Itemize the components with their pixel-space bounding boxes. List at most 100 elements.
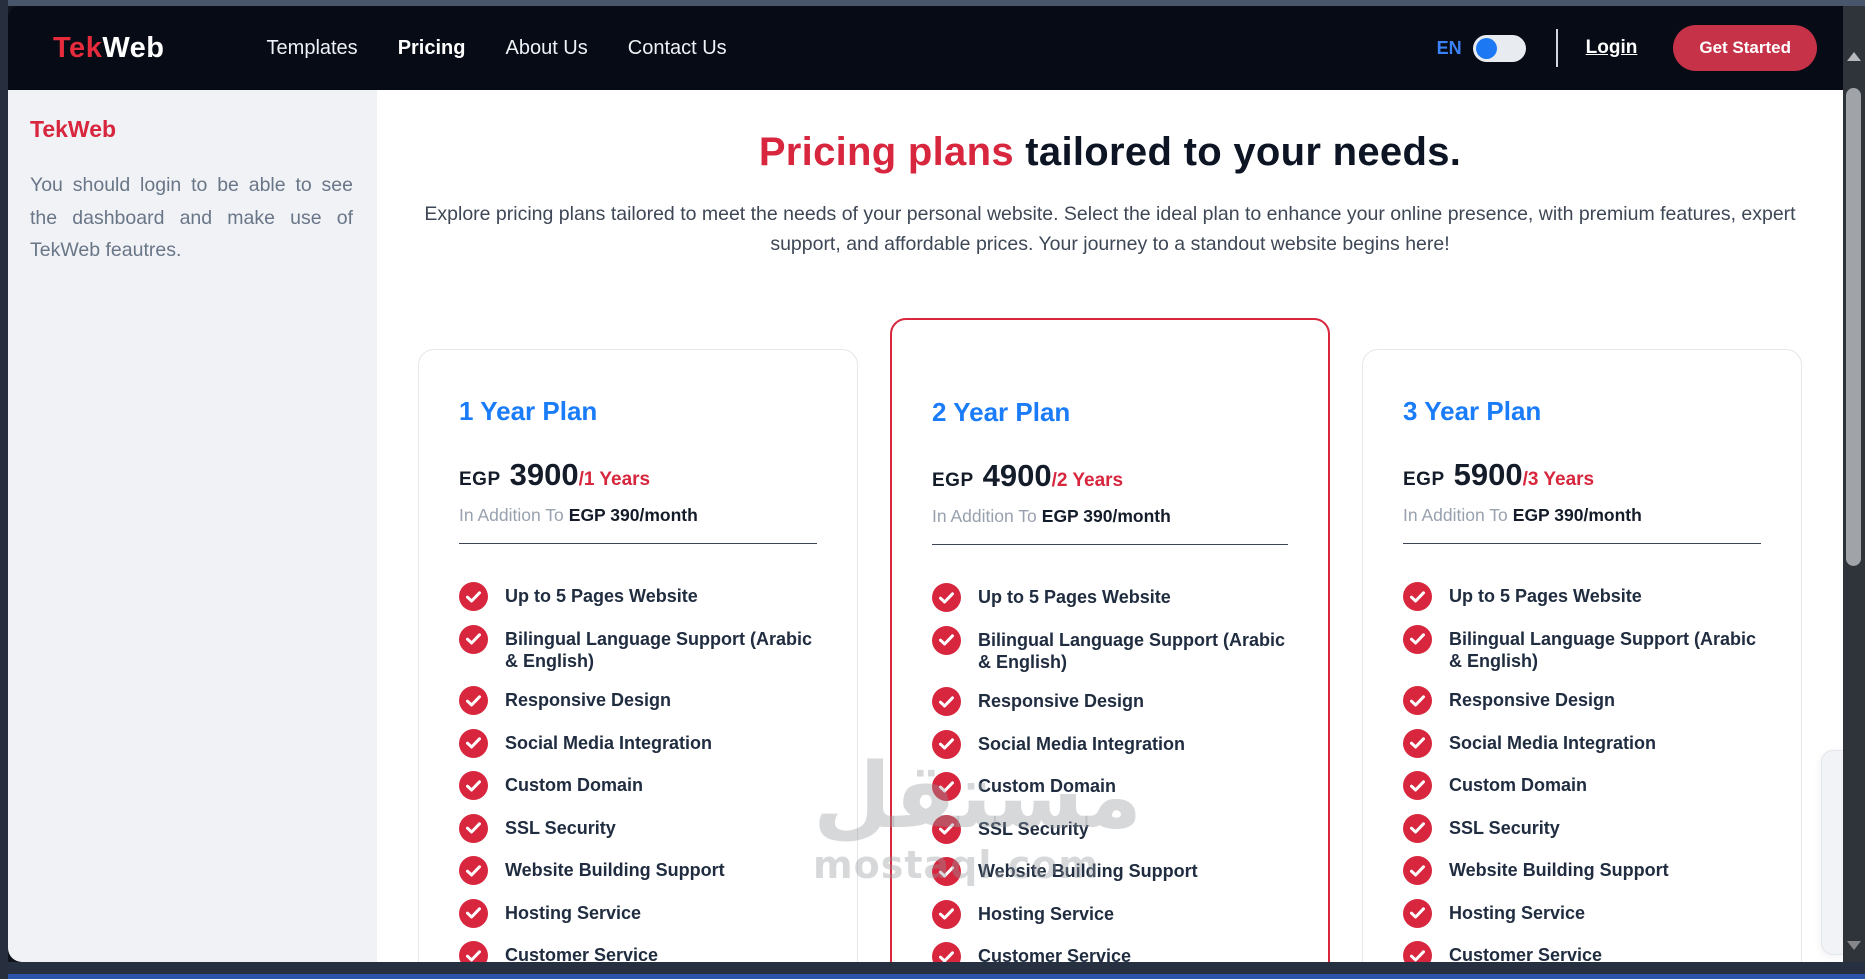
check-icon (459, 728, 488, 758)
plan-divider (932, 544, 1288, 546)
check-icon (932, 625, 961, 655)
plan-currency: EGP (1403, 469, 1445, 491)
plan-price-row: EGP 3900 /1 Years (459, 457, 817, 493)
check-icon (459, 582, 488, 612)
get-started-button[interactable]: Get Started (1673, 25, 1817, 71)
feature-label: Website Building Support (978, 861, 1198, 882)
feature-item: SSL Security (1403, 813, 1761, 843)
plan-addition-value: EGP 390/month (1041, 506, 1171, 527)
feature-item: Hosting Service (459, 898, 817, 928)
plan-addition-prefix: In Addition To (459, 505, 564, 526)
page-title-highlight: Pricing plans (758, 130, 1014, 174)
feature-label: Social Media Integration (505, 732, 713, 753)
scrollbar[interactable] (1843, 6, 1865, 962)
feature-item: Responsive Design (932, 687, 1288, 717)
check-icon (932, 857, 961, 887)
feature-item: Social Media Integration (1403, 728, 1761, 758)
nav-link-pricing[interactable]: Pricing (397, 36, 466, 59)
pricing-card[interactable]: 3 Year Plan EGP 5900 /3 Years In Additio… (1362, 349, 1802, 979)
plan-feature-list: Up to 5 Pages Website Bilingual Language … (1403, 582, 1761, 971)
login-link[interactable]: Login (1585, 37, 1638, 58)
plan-addition-value: EGP 390/month (1512, 505, 1642, 526)
feature-label: Up to 5 Pages Website (505, 586, 698, 607)
feature-label: Custom Domain (1449, 775, 1588, 796)
check-icon (459, 686, 488, 716)
plan-feature-list: Up to 5 Pages Website Bilingual Language … (932, 583, 1288, 972)
plan-addition-note: In Addition To EGP 390/month (1403, 505, 1761, 526)
feature-label: Up to 5 Pages Website (978, 587, 1171, 608)
plan-currency: EGP (932, 470, 974, 492)
check-icon (932, 583, 961, 613)
feature-label: Responsive Design (1449, 690, 1616, 711)
feature-label: Bilingual Language Support (Arabic & Eng… (505, 628, 813, 672)
plan-currency: EGP (459, 469, 501, 491)
plan-duration: /1 Years (578, 469, 651, 491)
feature-item: Responsive Design (1403, 686, 1761, 716)
scroll-up-icon[interactable] (1847, 52, 1861, 61)
window-left-edge (0, 0, 8, 979)
top-navbar: TekWeb Templates Pricing About Us Contact U… (8, 6, 1843, 90)
feature-label: Social Media Integration (978, 733, 1186, 754)
nav-link-contact-us[interactable]: Contact Us (627, 36, 727, 59)
nav-link-templates[interactable]: Templates (266, 36, 358, 59)
check-icon (1403, 813, 1432, 843)
feature-item: Social Media Integration (459, 728, 817, 758)
plan-addition-value: EGP 390/month (568, 505, 698, 526)
feature-item: Bilingual Language Support (Arabic & Eng… (459, 624, 817, 673)
feature-item: Responsive Design (459, 686, 817, 716)
feature-label: Social Media Integration (1449, 732, 1657, 753)
check-icon (459, 771, 488, 801)
feature-item: Up to 5 Pages Website (1403, 582, 1761, 612)
page-title: Pricing plans tailored to your needs. (377, 130, 1843, 175)
nav-links: Templates Pricing About Us Contact Us (267, 37, 727, 60)
feature-item: Customer Service (1403, 941, 1761, 971)
check-icon (459, 624, 488, 654)
feature-item: Up to 5 Pages Website (932, 583, 1288, 613)
logo-part-red: Tek (53, 31, 103, 64)
feature-item: Custom Domain (1403, 771, 1761, 801)
feature-label: SSL Security (505, 817, 616, 838)
feature-label: Website Building Support (505, 860, 725, 881)
language-label: EN (1436, 37, 1462, 58)
pricing-card[interactable]: 1 Year Plan EGP 3900 /1 Years In Additio… (418, 349, 858, 979)
feature-item: Social Media Integration (932, 729, 1288, 759)
plan-price: 3900 (509, 457, 579, 493)
feature-label: Customer Service (978, 946, 1132, 967)
plan-title: 2 Year Plan (932, 397, 1071, 428)
scroll-down-icon[interactable] (1847, 941, 1861, 950)
check-icon (932, 772, 961, 802)
plan-feature-list: Up to 5 Pages Website Bilingual Language … (459, 582, 817, 971)
language-toggle[interactable] (1472, 34, 1526, 62)
feature-label: Hosting Service (978, 903, 1115, 924)
logo[interactable]: TekWeb (53, 32, 165, 65)
plan-title: 1 Year Plan (459, 396, 598, 427)
sidebar: TekWeb You should login to be able to se… (8, 90, 377, 962)
feature-item: Custom Domain (932, 772, 1288, 802)
feature-label: Customer Service (505, 945, 659, 966)
check-icon (932, 687, 961, 717)
feature-item: Hosting Service (1403, 898, 1761, 928)
page-title-rest: tailored to your needs. (1013, 130, 1462, 174)
check-icon (459, 898, 488, 928)
feature-label: Responsive Design (978, 691, 1145, 712)
feature-label: Bilingual Language Support (Arabic & Eng… (978, 629, 1286, 673)
feature-item: Hosting Service (932, 899, 1288, 929)
feature-item: Bilingual Language Support (Arabic & Eng… (932, 625, 1288, 674)
plan-duration: /3 Years (1522, 469, 1595, 491)
feature-item: Website Building Support (459, 856, 817, 886)
feature-label: Hosting Service (1449, 902, 1586, 923)
feature-label: Custom Domain (978, 776, 1117, 797)
feature-label: SSL Security (978, 818, 1089, 839)
feature-label: SSL Security (1449, 817, 1560, 838)
sidebar-brand-title: TekWeb (30, 116, 117, 142)
nav-link-about-us[interactable]: About Us (505, 36, 588, 59)
feature-label: Custom Domain (505, 775, 644, 796)
feature-item: Up to 5 Pages Website (459, 582, 817, 612)
toggle-knob-icon (1475, 37, 1497, 59)
feature-item: Bilingual Language Support (Arabic & Eng… (1403, 624, 1761, 673)
nav-divider (1555, 29, 1558, 67)
feature-label: Website Building Support (1449, 860, 1669, 881)
scrollbar-thumb[interactable] (1846, 88, 1861, 566)
check-icon (932, 899, 961, 929)
pricing-card[interactable]: 2 Year Plan EGP 4900 /2 Years In Additio… (890, 318, 1330, 979)
